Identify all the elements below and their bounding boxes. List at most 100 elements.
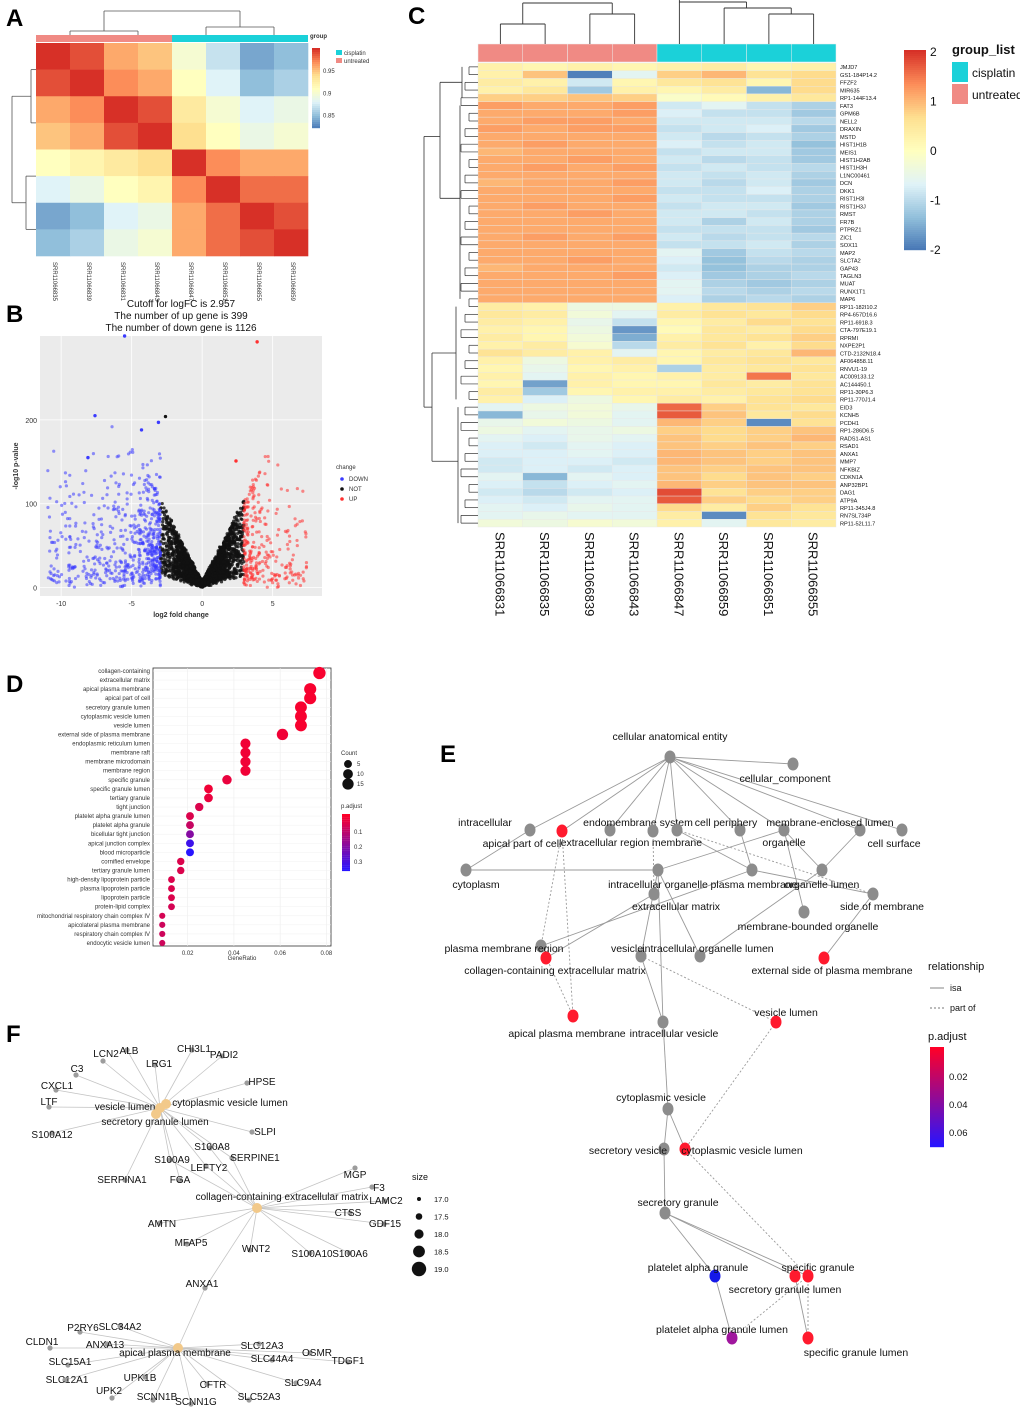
volcano-point xyxy=(131,450,135,454)
volcano-point xyxy=(152,514,156,518)
colorbar-step xyxy=(930,1123,944,1126)
heat-cell xyxy=(791,85,837,95)
gene-label: FGA xyxy=(170,1175,191,1186)
volcano-point xyxy=(263,561,267,566)
volcano-point xyxy=(154,572,158,576)
colorbar-step xyxy=(930,1057,944,1060)
gene-label: LCN2 xyxy=(93,1049,119,1060)
heat-cell xyxy=(567,287,613,296)
colorbar-step xyxy=(312,92,320,95)
volcano-point xyxy=(267,459,271,463)
heat-cell xyxy=(656,217,702,226)
volcano-point xyxy=(187,559,192,563)
gene-label: CTD-2132N18.4 xyxy=(840,351,881,357)
heat-cell xyxy=(522,403,568,412)
gene-label: EID3 xyxy=(840,405,852,411)
heat-cell xyxy=(746,457,792,466)
volcano-point xyxy=(48,570,52,574)
volcano-point xyxy=(209,578,214,582)
volcano-point xyxy=(232,549,236,554)
heat-cell xyxy=(701,325,747,334)
heat-cell xyxy=(656,480,702,489)
heat-cell xyxy=(477,387,523,396)
heat-cell xyxy=(522,201,568,211)
volcano-point xyxy=(131,581,135,586)
heat-cell xyxy=(567,511,613,520)
heat-cell xyxy=(522,348,568,358)
heat-cell xyxy=(567,186,613,195)
volcano-point xyxy=(92,570,96,575)
sample-tick-label: SRR11066843 xyxy=(627,532,642,616)
volcano-point xyxy=(64,484,69,488)
heat-cell xyxy=(477,426,523,435)
volcano-point xyxy=(155,527,160,532)
heat-cell xyxy=(791,163,837,172)
volcano-point xyxy=(105,493,109,497)
go-edge xyxy=(783,829,823,871)
heat-cell xyxy=(791,248,837,257)
colorbar-tick: 2 xyxy=(930,45,937,59)
volcano-point xyxy=(251,491,255,495)
volcano-point xyxy=(107,568,112,572)
heat-cell xyxy=(477,256,523,265)
heat-cell xyxy=(477,333,523,342)
volcano-point xyxy=(51,578,55,582)
volcano-point xyxy=(149,567,154,571)
colorbar-step xyxy=(904,68,926,71)
volcano-point xyxy=(144,565,148,569)
heat-cell xyxy=(701,209,747,218)
heat-cell xyxy=(612,201,658,211)
volcano-point xyxy=(98,556,102,560)
colorbar-step xyxy=(312,78,320,81)
heat-cell xyxy=(612,302,658,311)
colorbar-step xyxy=(904,216,926,219)
volcano-point xyxy=(114,515,118,519)
heat-cell xyxy=(746,333,792,342)
gene-label: RP4-657D16.6 xyxy=(840,313,877,319)
volcano-point xyxy=(152,501,156,505)
heat-cell xyxy=(656,201,702,211)
colorbar-step xyxy=(342,869,350,872)
colorbar-step xyxy=(930,1061,944,1064)
volcano-point xyxy=(175,538,179,542)
volcano-point xyxy=(112,550,116,554)
volcano-point xyxy=(243,573,247,577)
gene-label: MMP7 xyxy=(840,460,856,466)
volcano-point xyxy=(55,553,60,557)
heat-cell xyxy=(701,171,747,180)
volcano-point xyxy=(116,509,121,513)
go-node xyxy=(657,1015,669,1029)
heat-cell xyxy=(746,186,792,195)
volcano-point xyxy=(68,473,72,477)
colorbar-step xyxy=(904,118,926,121)
heat-cell xyxy=(567,62,613,71)
heat-cell xyxy=(656,263,702,273)
colorbar-step xyxy=(312,76,320,79)
colorbar-step xyxy=(904,152,926,155)
volcano-point xyxy=(207,571,211,576)
volcano-point xyxy=(242,560,246,564)
go-node xyxy=(867,887,879,901)
volcano-point xyxy=(257,493,261,497)
volcano-point xyxy=(163,552,167,557)
heat-cell xyxy=(656,519,702,528)
heat-cell xyxy=(567,318,613,327)
volcano-point xyxy=(80,529,84,534)
volcano-point xyxy=(147,522,152,526)
size-legend-dot xyxy=(414,1229,424,1239)
heat-cell xyxy=(656,101,702,110)
volcano-point xyxy=(294,582,298,586)
volcano-point xyxy=(260,559,265,564)
volcano-point xyxy=(229,562,233,567)
heat-cell xyxy=(567,449,613,458)
volcano-point xyxy=(288,539,292,544)
volcano-point xyxy=(256,500,260,504)
volcano-point xyxy=(188,568,192,573)
volcano-point xyxy=(185,559,189,563)
heat-cell xyxy=(522,449,568,458)
volcano-point xyxy=(158,527,162,531)
go-node-label: specific granule lumen xyxy=(804,1347,909,1359)
volcano-point xyxy=(97,559,101,564)
colorbar-tick: 0.85 xyxy=(323,114,335,120)
